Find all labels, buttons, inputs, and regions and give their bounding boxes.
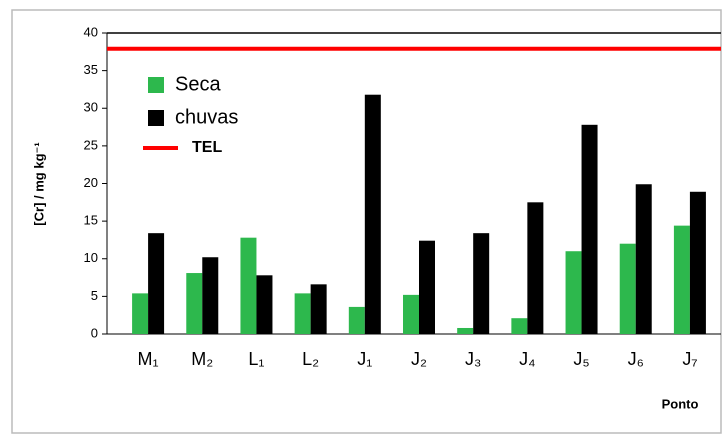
- x-tick-label: J₅: [573, 349, 589, 369]
- bar: [473, 233, 490, 334]
- bar: [403, 294, 419, 334]
- y-tick-label: 20: [84, 175, 98, 190]
- y-tick-label: 5: [91, 288, 98, 303]
- legend-label: TEL: [192, 139, 222, 156]
- bar: [419, 240, 435, 334]
- bar: [673, 225, 690, 334]
- y-tick-label: 30: [84, 100, 98, 115]
- y-tick-label: 40: [84, 24, 98, 39]
- legend-swatch: [148, 77, 164, 93]
- y-tick-label: 10: [84, 250, 98, 265]
- bar: [527, 202, 544, 334]
- legend-label: Seca: [175, 73, 221, 95]
- bar: [635, 184, 652, 334]
- y-tick-label: 25: [84, 137, 98, 152]
- legend-label: chuvas: [175, 106, 238, 128]
- bar: [348, 306, 365, 334]
- bar: [240, 237, 257, 334]
- bar: [511, 318, 528, 334]
- bar: [132, 293, 149, 334]
- x-tick-label: L₁: [248, 349, 264, 369]
- bar: [619, 243, 636, 334]
- y-tick-label: 35: [84, 62, 98, 77]
- x-tick-label: J₂: [411, 349, 427, 369]
- x-tick-label: J₁: [357, 349, 372, 369]
- bar: [256, 275, 273, 334]
- bar: [581, 124, 598, 335]
- x-tick-label: L₂: [302, 349, 319, 369]
- x-tick-label: M₂: [191, 349, 213, 369]
- bar: [310, 284, 327, 334]
- x-axis-title: Ponto: [662, 396, 699, 411]
- x-tick-label: J₇: [682, 349, 697, 369]
- y-tick-label: 15: [84, 213, 98, 228]
- bar: [148, 233, 165, 334]
- y-axis-title: [Cr] / mg kg⁻¹: [31, 142, 46, 225]
- x-tick-label: J₃: [465, 349, 481, 369]
- bar: [364, 94, 381, 334]
- bar: [689, 191, 706, 334]
- y-tick-label: 0: [91, 325, 98, 340]
- bar: [202, 257, 219, 334]
- legend-swatch: [148, 110, 164, 126]
- x-tick-label: J₆: [628, 349, 644, 369]
- x-tick-label: M₁: [138, 349, 159, 369]
- x-tick-label: J₄: [519, 349, 535, 369]
- bar: [565, 251, 582, 334]
- bar: [186, 273, 203, 334]
- bar: [294, 293, 311, 334]
- bar: [457, 327, 474, 334]
